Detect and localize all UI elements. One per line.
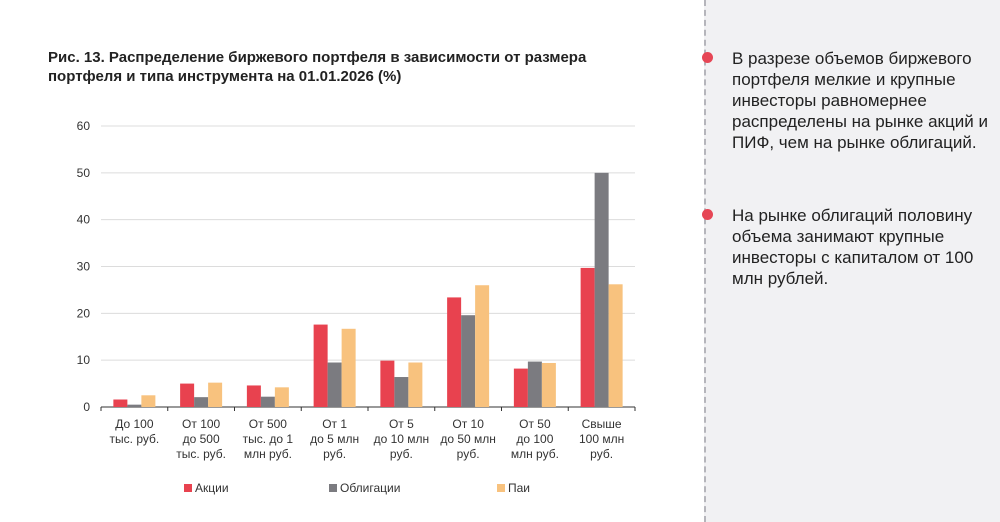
y-tick-label: 30 <box>77 260 91 274</box>
y-tick-label: 20 <box>77 306 91 320</box>
x-tick-label: От 5 до 10 млн руб. <box>373 417 430 461</box>
legend-label: Облигации <box>340 481 401 495</box>
legend-item-obligacii: Облигации <box>329 481 400 495</box>
bar-Паи-5 <box>475 285 490 407</box>
x-tick-label: От 500 тыс. до 1 млн руб. <box>242 417 294 461</box>
bullet-text: На рынке облигаций половину объема заним… <box>732 206 974 288</box>
bar-Облигации-1 <box>194 397 209 407</box>
y-tick-label: 60 <box>77 119 91 133</box>
bar-Паи-1 <box>208 382 223 407</box>
legend-swatch <box>329 484 337 492</box>
bar-Паи-3 <box>341 328 356 407</box>
bar-Паи-0 <box>141 395 156 407</box>
bullet-dot-icon <box>702 209 713 220</box>
legend-label: Паи <box>508 481 531 495</box>
bar-Паи-4 <box>408 362 423 407</box>
x-tick-label: Свыше 100 млн руб. <box>579 417 625 461</box>
y-tick-label: 0 <box>83 400 90 414</box>
bar-chart: 0 10 20 30 40 50 60 <box>77 119 636 414</box>
bar-Паи-7 <box>608 284 623 407</box>
legend-label: Акции <box>195 481 229 495</box>
bullet-dot-icon <box>702 52 713 63</box>
legend-item-pai: Паи <box>497 481 530 495</box>
legend-swatch <box>184 484 192 492</box>
bullet-1: В разрезе объемов биржевого портфеля мел… <box>702 48 992 153</box>
x-tick-label: От 10 до 50 млн руб. <box>440 417 496 461</box>
chart-title: Рис. 13. Распределение биржевого портфел… <box>48 49 587 85</box>
x-tick-label: От 50 до 100 млн руб. <box>510 417 559 461</box>
bar-Паи-6 <box>541 362 556 407</box>
bar-Паи-2 <box>274 387 289 407</box>
x-tick-label: От 1 до 5 млн руб. <box>310 417 360 461</box>
bar-Акции-5 <box>447 297 462 407</box>
bar-Облигации-6 <box>527 361 542 407</box>
bar-Облигации-0 <box>127 404 142 407</box>
bar-Акции-1 <box>180 383 195 407</box>
legend-swatch <box>497 484 505 492</box>
bar-Акции-3 <box>313 324 328 407</box>
y-tick-label: 10 <box>77 353 91 367</box>
bar-Облигации-3 <box>327 362 342 407</box>
bar-Облигации-7 <box>594 172 609 407</box>
bar-Акции-2 <box>246 385 261 407</box>
bullet-text: В разрезе объемов биржевого портфеля мел… <box>732 49 988 152</box>
side-panel: В разрезе объемов биржевого портфеля мел… <box>702 0 1000 522</box>
bar-Облигации-2 <box>260 396 275 407</box>
x-tick-label: До 100 тыс. руб. <box>109 417 160 446</box>
legend-item-akcii: Акции <box>184 481 229 495</box>
bar-Акции-0 <box>113 399 128 407</box>
bar-Облигации-5 <box>461 315 476 407</box>
bullet-2: На рынке облигаций половину объема заним… <box>702 205 992 289</box>
y-tick-label: 40 <box>77 213 91 227</box>
y-tick-label: 50 <box>77 166 91 180</box>
x-tick-label: От 100 до 500 тыс. руб. <box>176 417 226 461</box>
bar-Акции-7 <box>580 267 595 407</box>
bar-Акции-4 <box>380 360 395 407</box>
bar-Облигации-4 <box>394 377 409 407</box>
bar-Акции-6 <box>513 368 528 407</box>
